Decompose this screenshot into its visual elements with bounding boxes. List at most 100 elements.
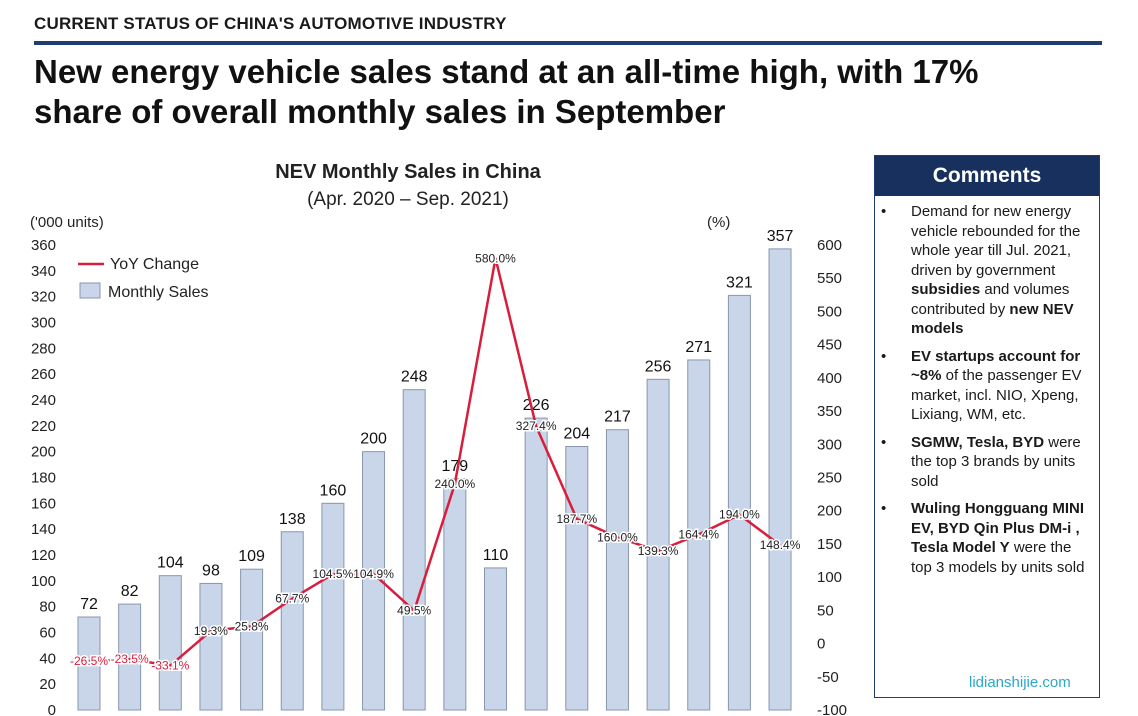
right-tick-label: 600 <box>817 237 842 254</box>
sales-bar-label: 109 <box>238 548 265 565</box>
left-tick-label: 180 <box>31 470 56 487</box>
comments-title: Comments <box>875 156 1099 196</box>
comment-item: • SGMW, Tesla, BYD were the top 3 brands … <box>875 433 1093 492</box>
legend-bar-label: Monthly Sales <box>108 284 209 301</box>
sales-bar <box>768 248 792 711</box>
sales-bar <box>646 378 670 711</box>
right-tick-label: -50 <box>817 669 839 686</box>
sales-bar <box>77 616 101 711</box>
sales-bar-label: 138 <box>279 511 306 528</box>
comment-text: were the top 3 models by units sold <box>911 539 1085 576</box>
legend-line-label: YoY Change <box>110 256 199 273</box>
yoy-label: 160.0% <box>597 530 638 544</box>
right-tick-label: 150 <box>817 536 842 553</box>
yoy-label: 49.5% <box>397 604 431 618</box>
chart-title: NEV Monthly Sales in China <box>275 161 541 183</box>
yoy-label: 240.0% <box>434 477 475 491</box>
left-tick-label: 80 <box>39 599 56 616</box>
sales-bar <box>565 446 589 711</box>
left-tick-label: 100 <box>31 573 56 590</box>
sales-bar <box>402 389 426 711</box>
yoy-label: 104.5% <box>313 567 354 581</box>
comment-text-bold: subsidies <box>911 281 981 298</box>
yoy-label: 187.7% <box>556 512 597 526</box>
sales-bar <box>484 567 507 711</box>
right-tick-label: 300 <box>817 436 842 453</box>
sales-bar <box>280 531 304 711</box>
right-tick-label: 200 <box>817 503 842 520</box>
monthly-sales-bars <box>77 248 792 711</box>
left-axis-unit: ('000 units) <box>30 214 104 231</box>
bullet-icon: • <box>881 433 887 451</box>
left-tick-label: 240 <box>31 392 56 409</box>
section-title: CURRENT STATUS OF CHINA'S AUTOMOTIVE IND… <box>34 14 507 33</box>
left-tick-label: 300 <box>31 315 56 332</box>
yoy-label: 25.8% <box>235 619 269 633</box>
comment-item: • EV startups account for ~8% of the pass… <box>875 347 1093 425</box>
sales-bar <box>199 582 223 711</box>
chart-subtitle: (Apr. 2020 – Sep. 2021) <box>307 189 509 210</box>
yoy-label: -23.5% <box>111 652 149 666</box>
sales-bar-label: 160 <box>320 482 347 499</box>
left-tick-label: 140 <box>31 521 56 538</box>
yoy-label: 327.4% <box>516 419 557 433</box>
sales-bar <box>321 502 345 711</box>
left-tick-label: 120 <box>31 547 56 564</box>
left-tick-label: 60 <box>39 625 56 642</box>
yoy-label: 104.9% <box>353 567 394 581</box>
left-axis-ticks: 0 20 40 60 80 100 120 140 160 180 200 220 240 260 280 3… <box>31 237 56 716</box>
headline-line-2: share of overall monthly sales in Septem… <box>34 93 726 130</box>
left-tick-label: 260 <box>31 366 56 383</box>
left-tick-label: 280 <box>31 340 56 357</box>
left-tick-label: 340 <box>31 263 56 280</box>
left-tick-label: 360 <box>31 237 56 254</box>
yoy-label: 139.3% <box>638 544 679 558</box>
headline: New energy vehicle sales stand at an all… <box>34 52 1114 132</box>
yoy-label: 67.7% <box>275 592 309 606</box>
sales-bar-label: 110 <box>483 547 509 564</box>
sales-bar <box>443 478 467 711</box>
comment-text: and volumes contributed by <box>911 281 1070 318</box>
right-tick-label: 0 <box>817 636 825 653</box>
sales-bar-label: 256 <box>645 358 672 375</box>
sales-bar-label: 226 <box>523 397 550 414</box>
monthly-sales-labels: 72 82 104 98 109 138 160 200 248 179 110 226 204 217 2… <box>80 228 793 613</box>
bullet-icon: • <box>881 347 887 365</box>
sales-bar-label: 179 <box>441 458 468 475</box>
sales-bar <box>727 294 751 711</box>
right-tick-label: 50 <box>817 602 834 619</box>
comment-text-bold: Wuling Hongguang MINI EV, BYD Qin Plus D… <box>911 500 1085 556</box>
sales-bar <box>158 575 182 711</box>
comment-text-bold: new NEV models <box>911 300 1074 338</box>
sales-bar <box>362 451 386 711</box>
sales-bar-label: 200 <box>360 431 387 448</box>
bullet-icon: • <box>881 203 887 220</box>
right-tick-label: 250 <box>817 470 842 487</box>
legend-bar-swatch <box>79 282 101 299</box>
yoy-label: -33.1% <box>151 659 189 673</box>
right-tick-label: 550 <box>817 270 842 287</box>
comments-panel: Comments • Demand for new energy vehicle … <box>874 155 1100 698</box>
sales-bar-label: 217 <box>604 409 631 426</box>
right-tick-label: 450 <box>817 337 842 354</box>
left-tick-label: 220 <box>31 418 56 435</box>
comment-text-bold: EV startups account for ~8% <box>911 347 1081 385</box>
right-axis-ticks: -100 -50 0 50 100 150 200 250 300 350 400 450 500 550… <box>817 237 847 716</box>
right-axis-unit: (%) <box>707 214 730 231</box>
yoy-label: -26.5% <box>70 654 108 668</box>
comment-item: • Wuling Hongguang MINI EV, BYD Qin Plus … <box>875 499 1093 577</box>
yoy-label: 148.4% <box>760 538 801 552</box>
sales-bar-label: 271 <box>685 339 712 356</box>
right-tick-label: 100 <box>817 569 842 586</box>
watermark: lidianshijie.com <box>969 674 1071 691</box>
left-tick-label: 320 <box>31 289 56 306</box>
sales-bar <box>605 429 629 711</box>
sales-bar-label: 104 <box>157 555 184 572</box>
left-tick-label: 40 <box>39 650 56 667</box>
left-tick-label: 20 <box>39 676 56 693</box>
sales-bar-label: 98 <box>202 562 220 579</box>
right-tick-label: 350 <box>817 403 842 420</box>
comment-text: of the passenger EV market, incl. NIO, X… <box>911 367 1082 423</box>
headline-line-1: New energy vehicle sales stand at an all… <box>34 53 979 90</box>
right-tick-label: 500 <box>817 303 842 320</box>
